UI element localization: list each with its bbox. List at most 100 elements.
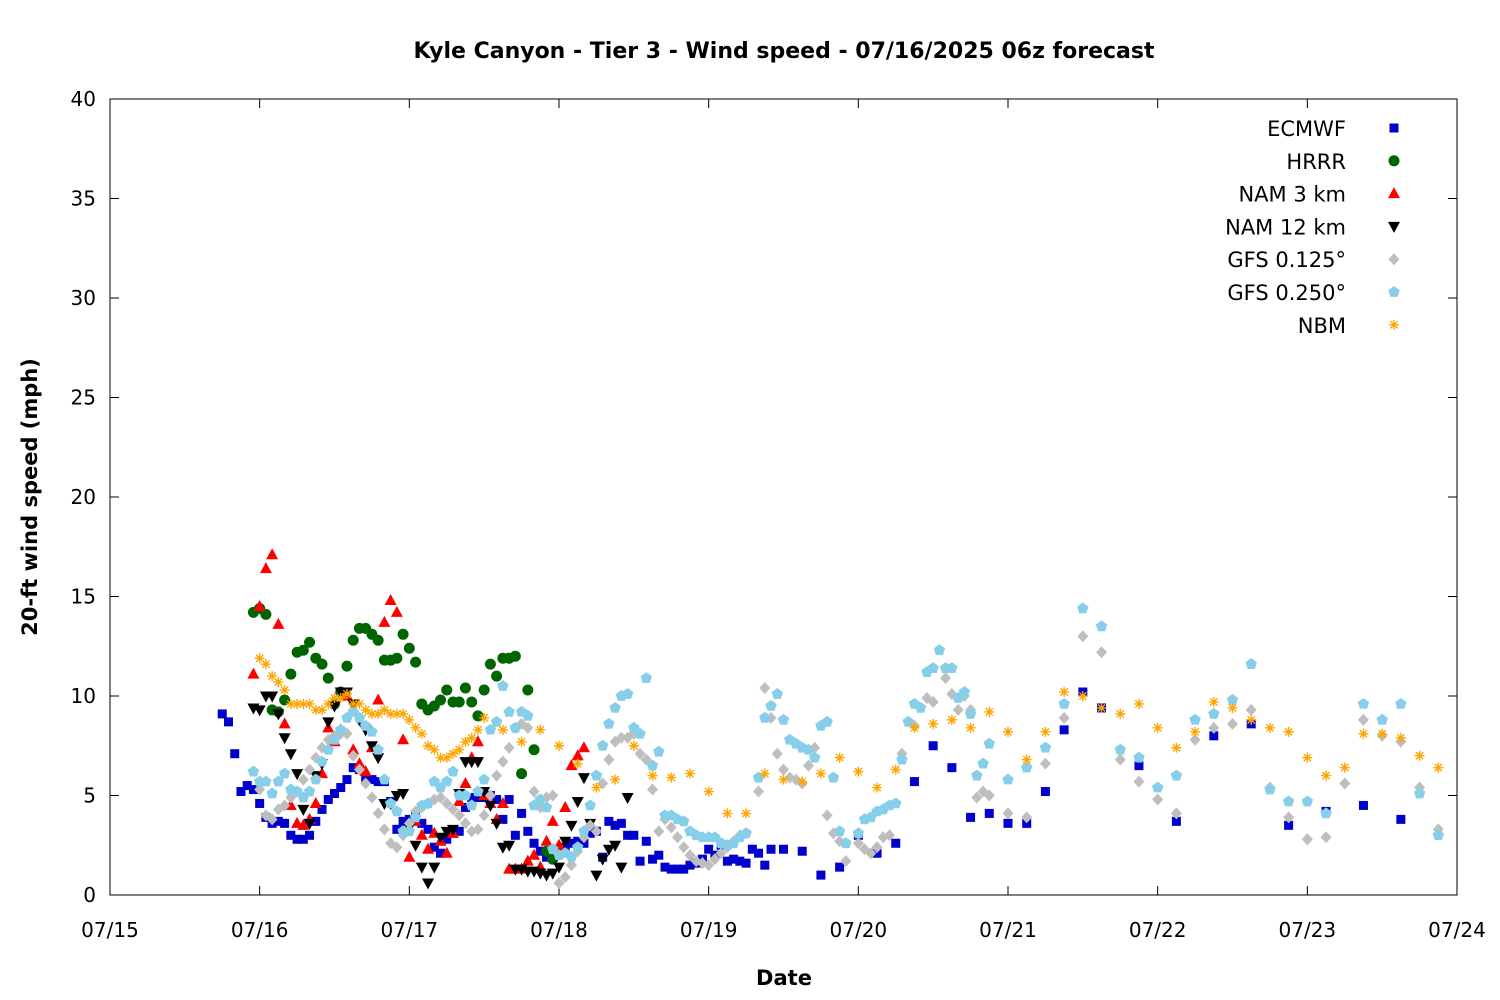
data-point <box>310 773 322 785</box>
data-point <box>1227 717 1238 730</box>
data-point <box>434 832 447 844</box>
data-point <box>1170 807 1182 820</box>
data-point <box>435 752 446 763</box>
data-point <box>484 658 496 670</box>
data-point <box>604 816 614 826</box>
data-point <box>384 797 397 809</box>
data-point <box>284 749 297 761</box>
data-point <box>540 834 553 846</box>
data-point <box>303 785 316 797</box>
data-point <box>778 774 789 785</box>
data-point <box>1114 743 1126 755</box>
data-point <box>459 789 472 801</box>
data-point <box>983 789 995 802</box>
data-marks <box>217 548 1444 890</box>
data-point <box>590 825 602 838</box>
data-point <box>565 851 578 863</box>
legend-marker <box>1388 286 1400 297</box>
data-point <box>1133 775 1145 788</box>
data-point <box>260 659 271 670</box>
data-point <box>546 814 559 826</box>
data-point <box>1077 630 1089 643</box>
data-point <box>928 718 939 729</box>
data-point <box>353 711 366 723</box>
data-point <box>409 840 422 852</box>
data-point <box>1059 725 1069 735</box>
legend-entry-label: ECMWF <box>1267 117 1346 141</box>
axis-ticks: 0 5 10 15 20 25 30 35 40 07/15 07/16 07/17 07/18 07/1… <box>71 87 1486 942</box>
data-point <box>353 757 366 769</box>
data-point <box>590 870 603 882</box>
data-point <box>528 785 540 798</box>
data-point <box>623 830 633 840</box>
data-point <box>1283 726 1294 737</box>
data-point <box>766 844 776 854</box>
data-point <box>522 684 534 696</box>
y-axis-label: 20-ft wind speed (mph) <box>18 358 42 636</box>
data-point <box>553 877 565 890</box>
data-point <box>816 870 826 880</box>
data-point <box>247 667 260 679</box>
data-point <box>372 753 385 765</box>
data-point <box>547 843 559 855</box>
data-point <box>647 770 658 781</box>
x-tick-label: 07/22 <box>1129 918 1187 942</box>
data-point <box>423 740 434 751</box>
data-point <box>272 617 285 629</box>
data-point <box>946 714 957 725</box>
data-point <box>646 759 659 771</box>
data-point <box>615 731 627 744</box>
data-point <box>435 791 447 804</box>
data-point <box>322 672 334 684</box>
x-tick-label: 07/20 <box>830 918 888 942</box>
data-point <box>336 783 346 793</box>
data-point <box>666 772 677 783</box>
data-point <box>833 825 846 837</box>
data-point <box>472 710 484 722</box>
data-point <box>478 773 490 785</box>
data-point <box>715 847 727 860</box>
data-point <box>460 802 470 812</box>
legend: ECMWF HRRR NAM 3 km NAM 12 km GFS 0.125° GFS … <box>1225 117 1400 338</box>
data-point <box>242 781 252 791</box>
data-point <box>266 813 278 826</box>
data-point <box>304 698 315 709</box>
y-tick-label: 5 <box>83 784 96 808</box>
data-point <box>490 715 503 727</box>
data-point <box>415 828 428 840</box>
data-point <box>422 842 435 854</box>
data-point <box>272 709 285 721</box>
data-point <box>1096 702 1107 713</box>
data-point <box>615 862 628 874</box>
data-point <box>491 769 503 782</box>
data-point <box>872 782 883 793</box>
data-point <box>1377 728 1388 739</box>
data-point <box>577 773 590 785</box>
data-point <box>1189 733 1201 746</box>
data-point <box>323 698 334 709</box>
data-point <box>390 605 403 617</box>
data-point <box>260 775 272 787</box>
data-point <box>428 775 440 787</box>
data-point <box>522 709 534 721</box>
data-point <box>578 825 590 837</box>
data-point <box>297 644 309 656</box>
data-point <box>1246 714 1257 725</box>
y-tick-label: 30 <box>71 286 96 310</box>
data-point <box>441 775 453 787</box>
data-point <box>759 682 771 695</box>
data-point <box>647 783 659 796</box>
data-point <box>503 705 515 717</box>
data-point <box>566 838 576 848</box>
data-point <box>952 703 964 716</box>
data-point <box>253 599 266 611</box>
data-point <box>827 771 840 783</box>
data-point <box>759 768 770 779</box>
data-point <box>896 753 908 765</box>
data-point <box>353 763 365 776</box>
data-point <box>292 698 303 709</box>
data-point <box>330 789 339 799</box>
data-point <box>391 708 402 719</box>
data-point <box>685 860 695 870</box>
data-point <box>634 727 646 739</box>
